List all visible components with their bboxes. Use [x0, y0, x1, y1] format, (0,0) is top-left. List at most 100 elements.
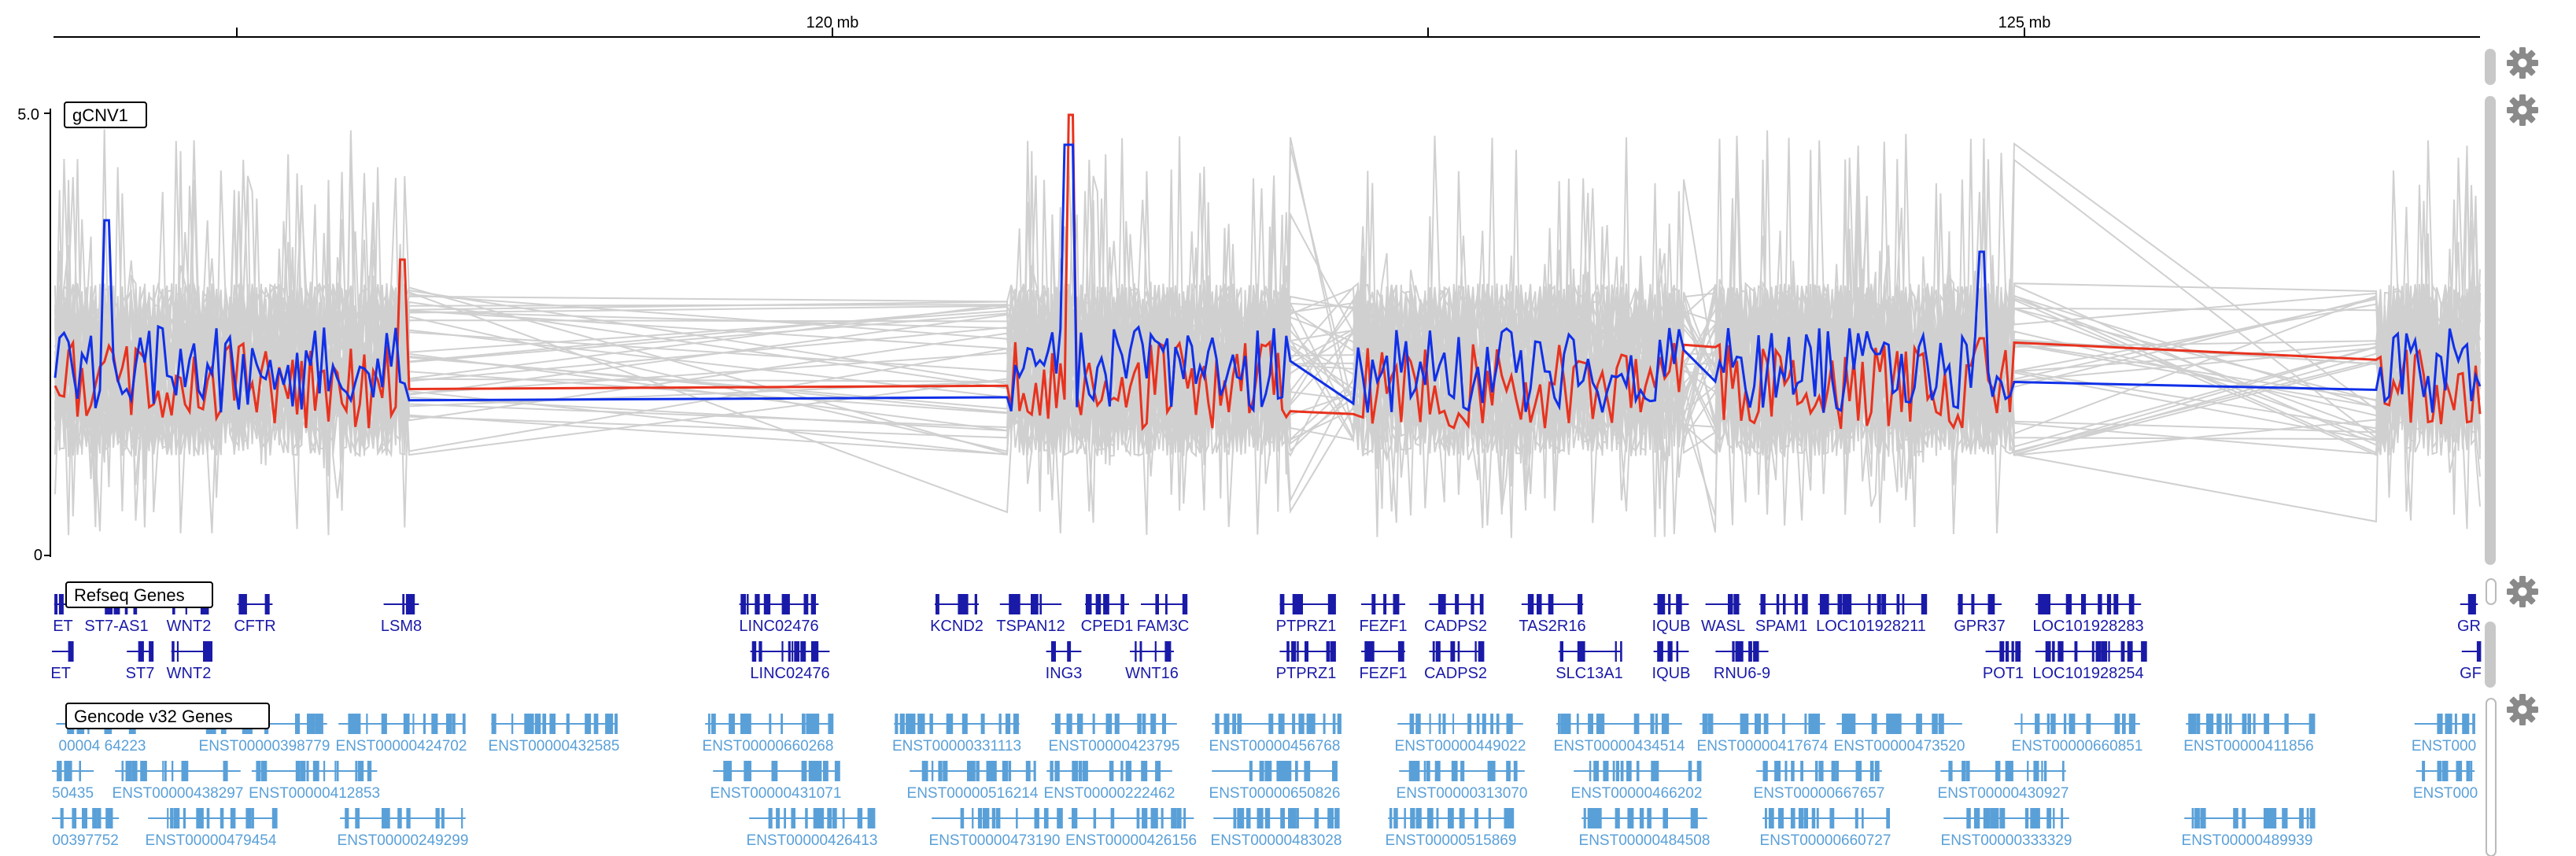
gene-exon: [919, 714, 925, 734]
gene-exon: [1237, 714, 1242, 734]
gene-label: LOC101928283: [2032, 618, 2143, 635]
gear-icon[interactable]: [2507, 576, 2538, 607]
gene-exon: [220, 808, 224, 828]
gene-label: ENST000: [2413, 785, 2478, 802]
gene-exon: [423, 714, 426, 734]
gene-label: GPR37: [1954, 618, 2006, 635]
gene-exon: [768, 808, 773, 828]
gear-icon[interactable]: [2507, 694, 2538, 725]
gene-exon: [1932, 714, 1938, 734]
gene-exon: [2456, 761, 2463, 781]
gene-exon: [64, 761, 67, 781]
gene-exon: [1658, 641, 1663, 662]
gene-exon: [402, 594, 405, 614]
gene-exon: [57, 761, 61, 781]
gene-exon: [1837, 594, 1843, 614]
gene-exon: [943, 761, 948, 781]
gene-exon: [2106, 594, 2112, 614]
gene-exon: [301, 761, 306, 781]
gene-exon: [1855, 761, 1860, 781]
gene-exon: [2122, 714, 2126, 734]
gene-exon: [1368, 641, 1375, 662]
gene-exon: [1702, 714, 1708, 734]
gene-exon: [105, 808, 110, 828]
gene-exon: [2005, 761, 2009, 781]
gene-exon: [1072, 761, 1078, 781]
gear-icon[interactable]: [2507, 47, 2538, 79]
ruler-scrollbar[interactable]: [2485, 49, 2496, 85]
gene-exon: [1295, 761, 1298, 781]
gene-exon: [808, 714, 814, 734]
gene-exon: [1288, 808, 1293, 828]
gene-exon: [1999, 808, 2006, 828]
gene-exon: [2141, 641, 2147, 662]
gene-exon: [947, 714, 954, 734]
gene-exon: [1560, 714, 1567, 734]
gene-exon: [1438, 714, 1441, 734]
gene-exon: [260, 761, 268, 781]
gene-exon: [800, 641, 806, 662]
gene-exon: [744, 761, 750, 781]
gencode-scrollbar[interactable]: [2486, 698, 2497, 856]
gene-exon: [127, 761, 131, 781]
gene-exon: [1279, 594, 1285, 614]
gene-exon: [986, 761, 993, 781]
gene-exon: [1408, 761, 1415, 781]
gene-exon: [958, 594, 965, 614]
gcnv-scrollbar[interactable]: [2485, 96, 2496, 565]
gene-exon: [1108, 714, 1111, 734]
gene-exon: [1667, 641, 1673, 662]
gene-exon: [1476, 714, 1480, 734]
refseq-features: ET ST7-AS1 WNT2 CFTR LSM8 LINC02476 KCND2 TSPAN…: [50, 594, 2482, 682]
gene-exon: [1615, 808, 1620, 828]
gene-exon: [1110, 808, 1115, 828]
gene-exon: [2127, 641, 2133, 662]
gene-exon: [2053, 808, 2055, 828]
refseq-scrollbar-track[interactable]: [2485, 622, 2496, 688]
gene-exon: [2229, 714, 2232, 734]
gene-label: ENST00000473520: [1834, 738, 1965, 755]
gene-exon: [1013, 714, 1019, 734]
gene-exon: [788, 641, 791, 662]
gene-exon: [345, 808, 349, 828]
gene-exon: [367, 761, 372, 781]
gene-exon: [162, 761, 164, 781]
gene-exon: [352, 714, 358, 734]
gene-exon: [1871, 714, 1876, 734]
gene-exon: [1166, 641, 1172, 662]
gene-exon: [1959, 594, 1963, 614]
gene-exon: [1233, 808, 1237, 828]
gene-exon: [1139, 641, 1142, 662]
gene-exon: [2441, 761, 2449, 781]
gene-exon: [1435, 641, 1441, 662]
gene-label: WNT2: [167, 618, 212, 635]
gene-exon: [1812, 714, 1818, 734]
gene-label: LSM8: [381, 618, 422, 635]
gear-icon[interactable]: [2507, 94, 2538, 126]
gene-exon: [2306, 808, 2309, 828]
gene-exon: [585, 714, 592, 734]
gene-exon: [355, 808, 360, 828]
gene-exon: [998, 714, 1002, 734]
gene-exon: [827, 808, 832, 828]
gene-exon: [1135, 641, 1137, 662]
gene-exon: [1286, 761, 1292, 781]
ruler-tick-label: 125 mb: [1998, 14, 2051, 31]
gene-exon: [1262, 761, 1264, 781]
gene-label: ENST00000667657: [1754, 785, 1885, 802]
gene-exon: [1415, 761, 1419, 781]
gene-exon: [921, 761, 928, 781]
gene-label: ENST00000483028: [1211, 832, 1342, 849]
gene-exon: [1265, 761, 1268, 781]
gene-exon: [196, 808, 201, 828]
gene-exon: [1093, 808, 1097, 828]
gene-exon: [1804, 714, 1807, 734]
gene-exon: [323, 761, 326, 781]
gene-exon: [808, 761, 811, 781]
gene-exon: [2267, 808, 2272, 828]
refseq-scrollbar[interactable]: [2486, 578, 2497, 605]
gene-exon: [813, 808, 817, 828]
gene-exon: [1868, 594, 1871, 614]
gene-exon: [791, 808, 795, 828]
gene-exon: [769, 714, 772, 734]
